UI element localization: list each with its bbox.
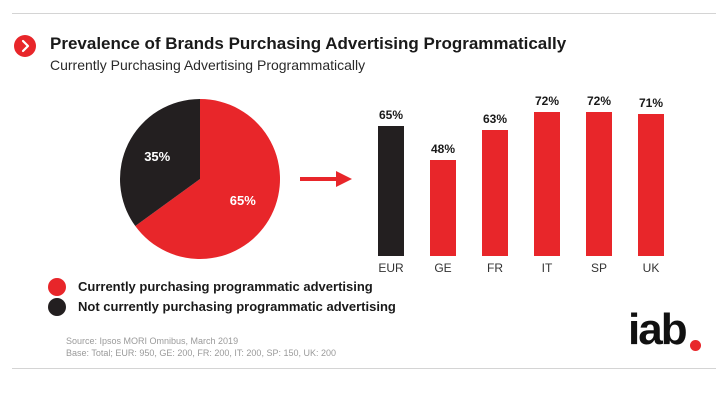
pie-slice-purchasing	[135, 99, 280, 259]
x-tick-label: GE	[434, 261, 451, 275]
legend-label: Currently purchasing programmatic advert…	[78, 279, 373, 294]
bar-chart: 65% EUR 48% GE 63% FR 72% IT 72% SP 71% UK	[378, 94, 664, 275]
pie-chart: 65% 35%	[119, 99, 280, 259]
x-tick-label: FR	[487, 261, 503, 275]
chevron-right-icon	[14, 35, 36, 57]
legend-swatch-black	[48, 298, 66, 316]
legend-swatch-red	[48, 278, 66, 296]
x-tick-label: IT	[542, 261, 553, 275]
bar-value-label: 48%	[431, 142, 455, 156]
bar-sp	[586, 112, 612, 256]
source-note: Source: Ipsos MORI Omnibus, March 2019	[66, 336, 239, 346]
bottom-divider	[12, 368, 716, 369]
iab-logo: iab	[628, 306, 706, 356]
top-divider	[12, 13, 716, 14]
arrow-right-icon	[300, 171, 352, 187]
bar-eur	[378, 126, 404, 256]
bar-value-label: 71%	[639, 96, 663, 110]
logo-dot	[690, 340, 701, 351]
bar-fr	[482, 130, 508, 256]
pie-slice-not-purchasing	[119, 99, 200, 227]
chart-subtitle: Currently Purchasing Advertising Program…	[50, 57, 366, 73]
pie-slice-label: 35%	[144, 149, 170, 164]
base-note: Base: Total; EUR: 950, GE: 200, FR: 200,…	[66, 348, 336, 358]
logo-wordmark: iab	[628, 305, 688, 354]
legend-label: Not currently purchasing programmatic ad…	[78, 299, 396, 314]
bar-value-label: 63%	[483, 112, 507, 126]
bar-ge	[430, 160, 456, 256]
x-tick-label: EUR	[378, 261, 404, 275]
x-tick-label: UK	[643, 261, 660, 275]
x-tick-label: SP	[591, 261, 607, 275]
chart-title: Prevalence of Brands Purchasing Advertis…	[50, 34, 567, 53]
bar-value-label: 65%	[379, 108, 403, 122]
bar-uk	[638, 114, 664, 256]
pie-slice-label: 65%	[230, 193, 256, 208]
bar-value-label: 72%	[535, 94, 559, 108]
bar-value-label: 72%	[587, 94, 611, 108]
bar-it	[534, 112, 560, 256]
